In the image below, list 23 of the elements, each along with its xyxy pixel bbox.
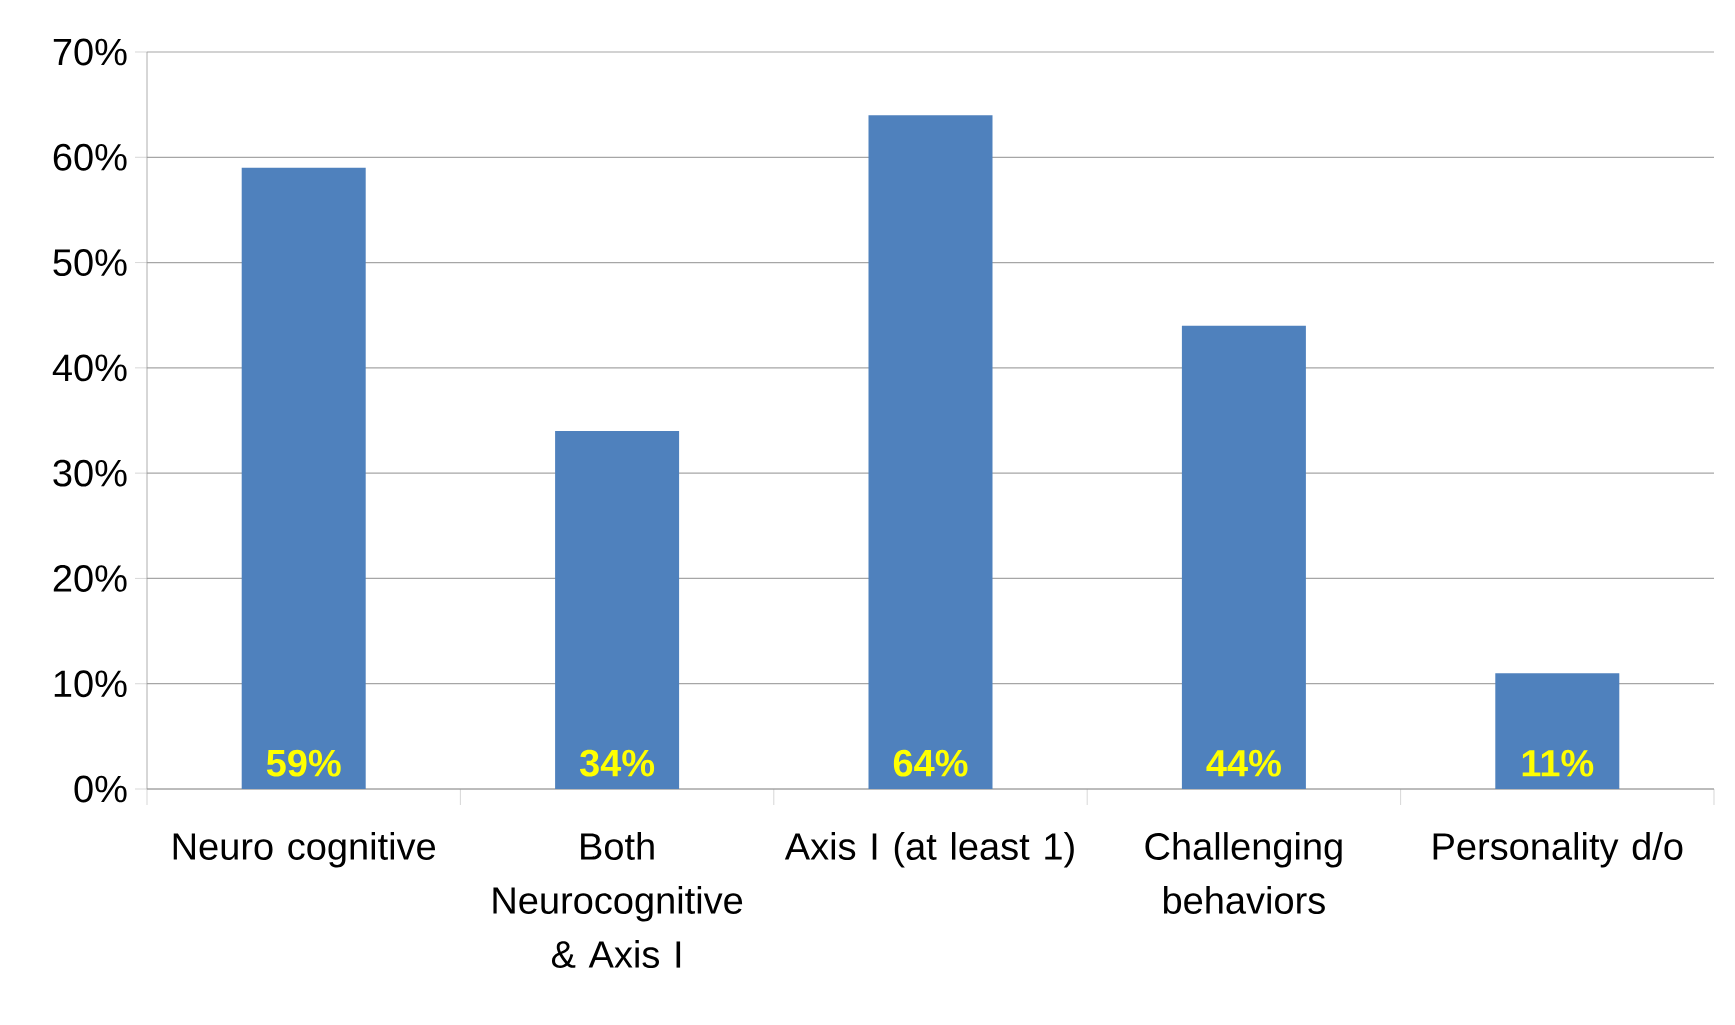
y-tick-label: 70% — [53, 38, 127, 66]
bar — [1181, 325, 1306, 789]
x-tick-label: Neuro cognitive — [173, 832, 436, 868]
data-label: 44% — [1206, 749, 1281, 777]
y-tick-label: 0% — [74, 775, 127, 803]
x-tick-label: Personality d/o — [1433, 832, 1683, 868]
y-tick-label: 40% — [52, 354, 127, 382]
x-tick-label: Challenging behaviors — [1145, 832, 1342, 914]
y-tick-label: 10% — [54, 670, 127, 698]
y-tick-label: 30% — [53, 459, 127, 487]
bar — [241, 167, 366, 789]
x-tick-label: Axis I (at least 1) — [784, 832, 1074, 868]
x-tick-label: Both Neurocognitive & Axis I — [493, 832, 743, 968]
data-label: 59% — [266, 749, 341, 777]
y-tick-label: 20% — [53, 564, 127, 592]
data-label: 11% — [1522, 749, 1594, 777]
data-label: 34% — [579, 749, 655, 777]
y-tick-label: 50% — [53, 249, 127, 277]
bar — [1495, 673, 1620, 789]
bar — [868, 115, 993, 789]
data-label: 64% — [893, 749, 968, 777]
bar — [555, 431, 680, 789]
y-tick-label: 60% — [53, 143, 127, 171]
